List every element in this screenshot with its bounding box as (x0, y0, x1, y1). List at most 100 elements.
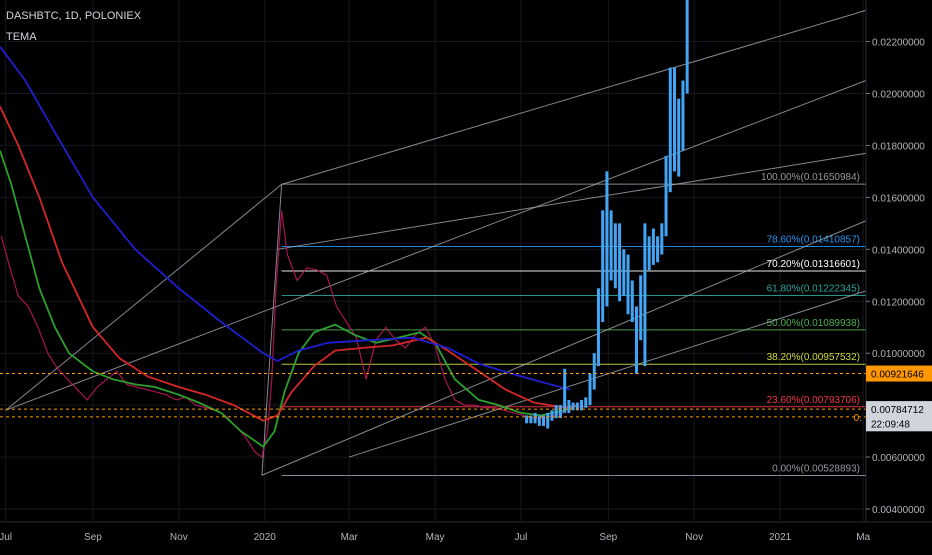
candle (668, 67, 672, 193)
candle (542, 415, 546, 426)
candle (664, 155, 668, 237)
price-label-bg (866, 365, 932, 382)
pitchfork-layer (5, 9, 867, 476)
moving-average-line (0, 106, 578, 422)
fib-level-label: 0.00%(0.00528893) (772, 464, 860, 475)
candle (626, 254, 630, 315)
pitchfork-parallel-line (277, 152, 867, 250)
candle (677, 98, 681, 177)
pitchfork-upper-line (281, 9, 867, 185)
candle (601, 210, 605, 323)
price-tick-label: 0.01600000 (872, 193, 925, 204)
price-tick-label: 0.01200000 (872, 297, 925, 308)
symbol-title[interactable]: DASHBTC, 1D, POLONIEX (6, 10, 142, 22)
candle (613, 223, 617, 289)
price-layer (0, 210, 564, 459)
candle (656, 236, 660, 263)
fib-partial-label: 0. (854, 413, 862, 424)
candle (643, 223, 647, 367)
candle (546, 412, 550, 429)
moving-average-line (0, 150, 578, 448)
candle (605, 171, 609, 307)
candle (550, 410, 554, 421)
candle (563, 368, 567, 413)
candle (681, 80, 685, 151)
candle (596, 288, 600, 367)
time-tick-label: 2021 (769, 532, 792, 543)
price-tick-label: 0.00600000 (872, 453, 925, 464)
candle (630, 280, 634, 323)
time-axis: Jul Sep Nov 2020 Mar May Jul Sep Nov 2021 Ma (0, 521, 932, 543)
price-tick-label: 0.00400000 (872, 505, 925, 516)
candle (567, 399, 571, 413)
fib-level-label: 38.20%(0.00957532) (767, 352, 860, 363)
fib-level-label: 70.20%(0.01316601) (767, 259, 860, 270)
price-label: 0.00784712 (866, 401, 932, 418)
candle (575, 402, 579, 411)
time-tick-label: Jul (515, 532, 528, 543)
candle (537, 415, 541, 426)
pitchfork-handle (5, 184, 282, 411)
candle (588, 373, 592, 406)
price-line (0, 210, 564, 459)
fib-level-label: 78.60%(0.01410857) (767, 234, 860, 245)
time-tick-label: May (426, 532, 445, 543)
candle (592, 353, 596, 390)
price-label-text: 22:09:48 (871, 419, 910, 430)
time-tick-label: Nov (685, 532, 703, 543)
price-label-text: 0.00921646 (871, 370, 924, 381)
indicator-label[interactable]: TEMA (6, 31, 37, 43)
candle (580, 399, 584, 411)
price-label: 22:09:48 (866, 415, 932, 432)
candle (639, 275, 643, 341)
candle (672, 67, 676, 172)
time-tick-label: Sep (84, 532, 102, 543)
candle (525, 415, 529, 424)
price-label-text: 0.00784712 (871, 405, 924, 416)
price-tick-label: 0.02000000 (872, 89, 925, 100)
price-tick-label: 0.01800000 (872, 141, 925, 152)
price-tick-label: 0.01400000 (872, 245, 925, 256)
grid-layer (0, 0, 866, 522)
price-label-bg (866, 401, 932, 418)
candle (651, 228, 655, 265)
moving-average-layer (0, 46, 578, 448)
time-tick-label: Sep (599, 532, 617, 543)
horizontal-line-layer (0, 373, 866, 418)
time-tick-label: 2020 (254, 532, 277, 543)
pitchfork-parallel-line (261, 220, 867, 476)
fib-level-label: 61.80%(0.01222345) (767, 283, 860, 294)
fib-level-label: 50.00%(0.01089938) (767, 318, 860, 329)
candle (533, 412, 537, 424)
candle (529, 415, 533, 424)
price-label-bg (866, 415, 932, 432)
moving-average-line (0, 46, 571, 391)
candle (647, 236, 651, 271)
price-tick-label: 0.01000000 (872, 349, 925, 360)
price-label-layer: 0.00921646 0.00784712 22:09:48 (866, 365, 932, 432)
time-tick-label: Nov (170, 532, 188, 543)
fib-retracement-layer: 100.00%(0.01650984) 78.60%(0.01410857) 70.… (281, 172, 866, 477)
candle (609, 210, 613, 281)
price-label: 0.00921646 (866, 365, 932, 382)
candle (634, 306, 638, 374)
candle (685, 0, 689, 94)
candle (571, 402, 575, 411)
candle (584, 397, 588, 408)
candle (660, 223, 664, 255)
candle-layer (525, 0, 689, 429)
pitchfork-base (261, 184, 283, 476)
pitchfork-median-line (5, 80, 867, 411)
price-tick-label: 0.02200000 (872, 38, 925, 49)
candle (558, 405, 562, 419)
time-tick-label: Jul (0, 532, 12, 543)
fib-level-label: 100.00%(0.01650984) (761, 172, 860, 183)
candle (622, 249, 626, 297)
price-axis: 0.004000000.006000000.008000000.01000000… (865, 0, 925, 522)
fib-level-label: 23.60%(0.00793706) (767, 395, 860, 406)
candle (554, 405, 558, 419)
candle (618, 223, 622, 302)
time-tick-label: Mar (341, 532, 359, 543)
